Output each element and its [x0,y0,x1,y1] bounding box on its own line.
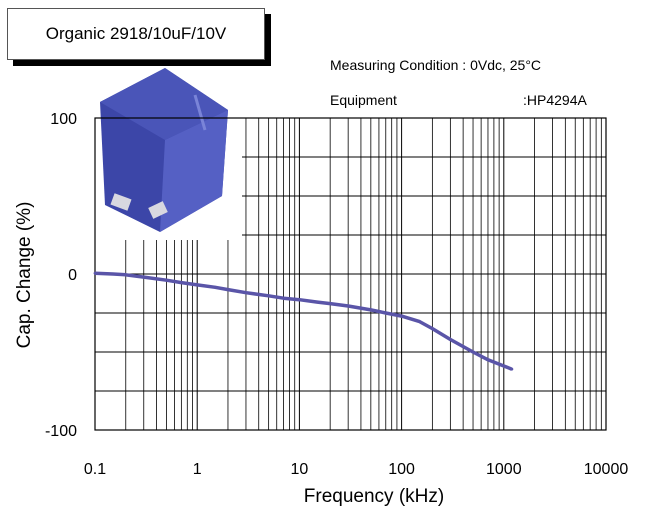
data-point [244,291,248,295]
data-point [384,311,388,315]
data-point [226,288,230,291]
data-point [282,296,285,300]
x-tick-label: 10 [291,461,309,478]
data-point [502,364,506,368]
equipment-value: :HP4294A [523,92,587,108]
y-tick-label: 0 [68,267,77,284]
data-point [124,273,128,277]
x-tick-label: 10000 [584,461,629,478]
data-point [471,350,475,354]
capacitor-terminal [110,193,132,211]
capacitor-photo [90,62,242,240]
x-axis-title: Frequency (kHz) [304,486,444,507]
x-tick-label: 1000 [486,461,522,478]
y-tick-label: -100 [45,423,77,440]
capacitor-top [100,68,228,140]
y-axis-title: Cap. Change (%) [14,202,35,349]
equipment-label: Equipment [330,92,397,108]
capacitor-terminal [148,201,168,219]
capacitor-side [160,110,228,232]
data-point [369,308,373,312]
capacitor-marking [193,94,207,131]
data-point [93,271,97,275]
title-text: Organic 2918/10uF/10V [45,24,227,43]
measuring-condition: Measuring Condition : 0Vdc, 25°C [330,57,542,73]
data-point [165,278,168,282]
x-tick-label: 100 [388,461,415,478]
data-point [486,358,490,362]
data-point [213,285,217,289]
x-tick-label: 1 [193,461,202,478]
data-point [418,320,421,323]
data-point [298,298,301,302]
series-line-1 [94,271,513,371]
data-point [315,300,319,304]
data-point [328,302,332,306]
data-point [346,304,350,308]
data-point [510,367,514,371]
data-point [267,294,271,298]
data-point [448,338,452,341]
data-point [179,281,183,284]
data-point [430,327,434,330]
data-point [400,314,403,318]
y-tick-label: 100 [50,111,77,128]
x-tick-label: 0.1 [84,461,106,478]
data-point [111,272,115,276]
title-box: Organic 2918/10uF/10V [7,8,265,60]
data-point [142,275,146,279]
data-point [195,283,199,287]
